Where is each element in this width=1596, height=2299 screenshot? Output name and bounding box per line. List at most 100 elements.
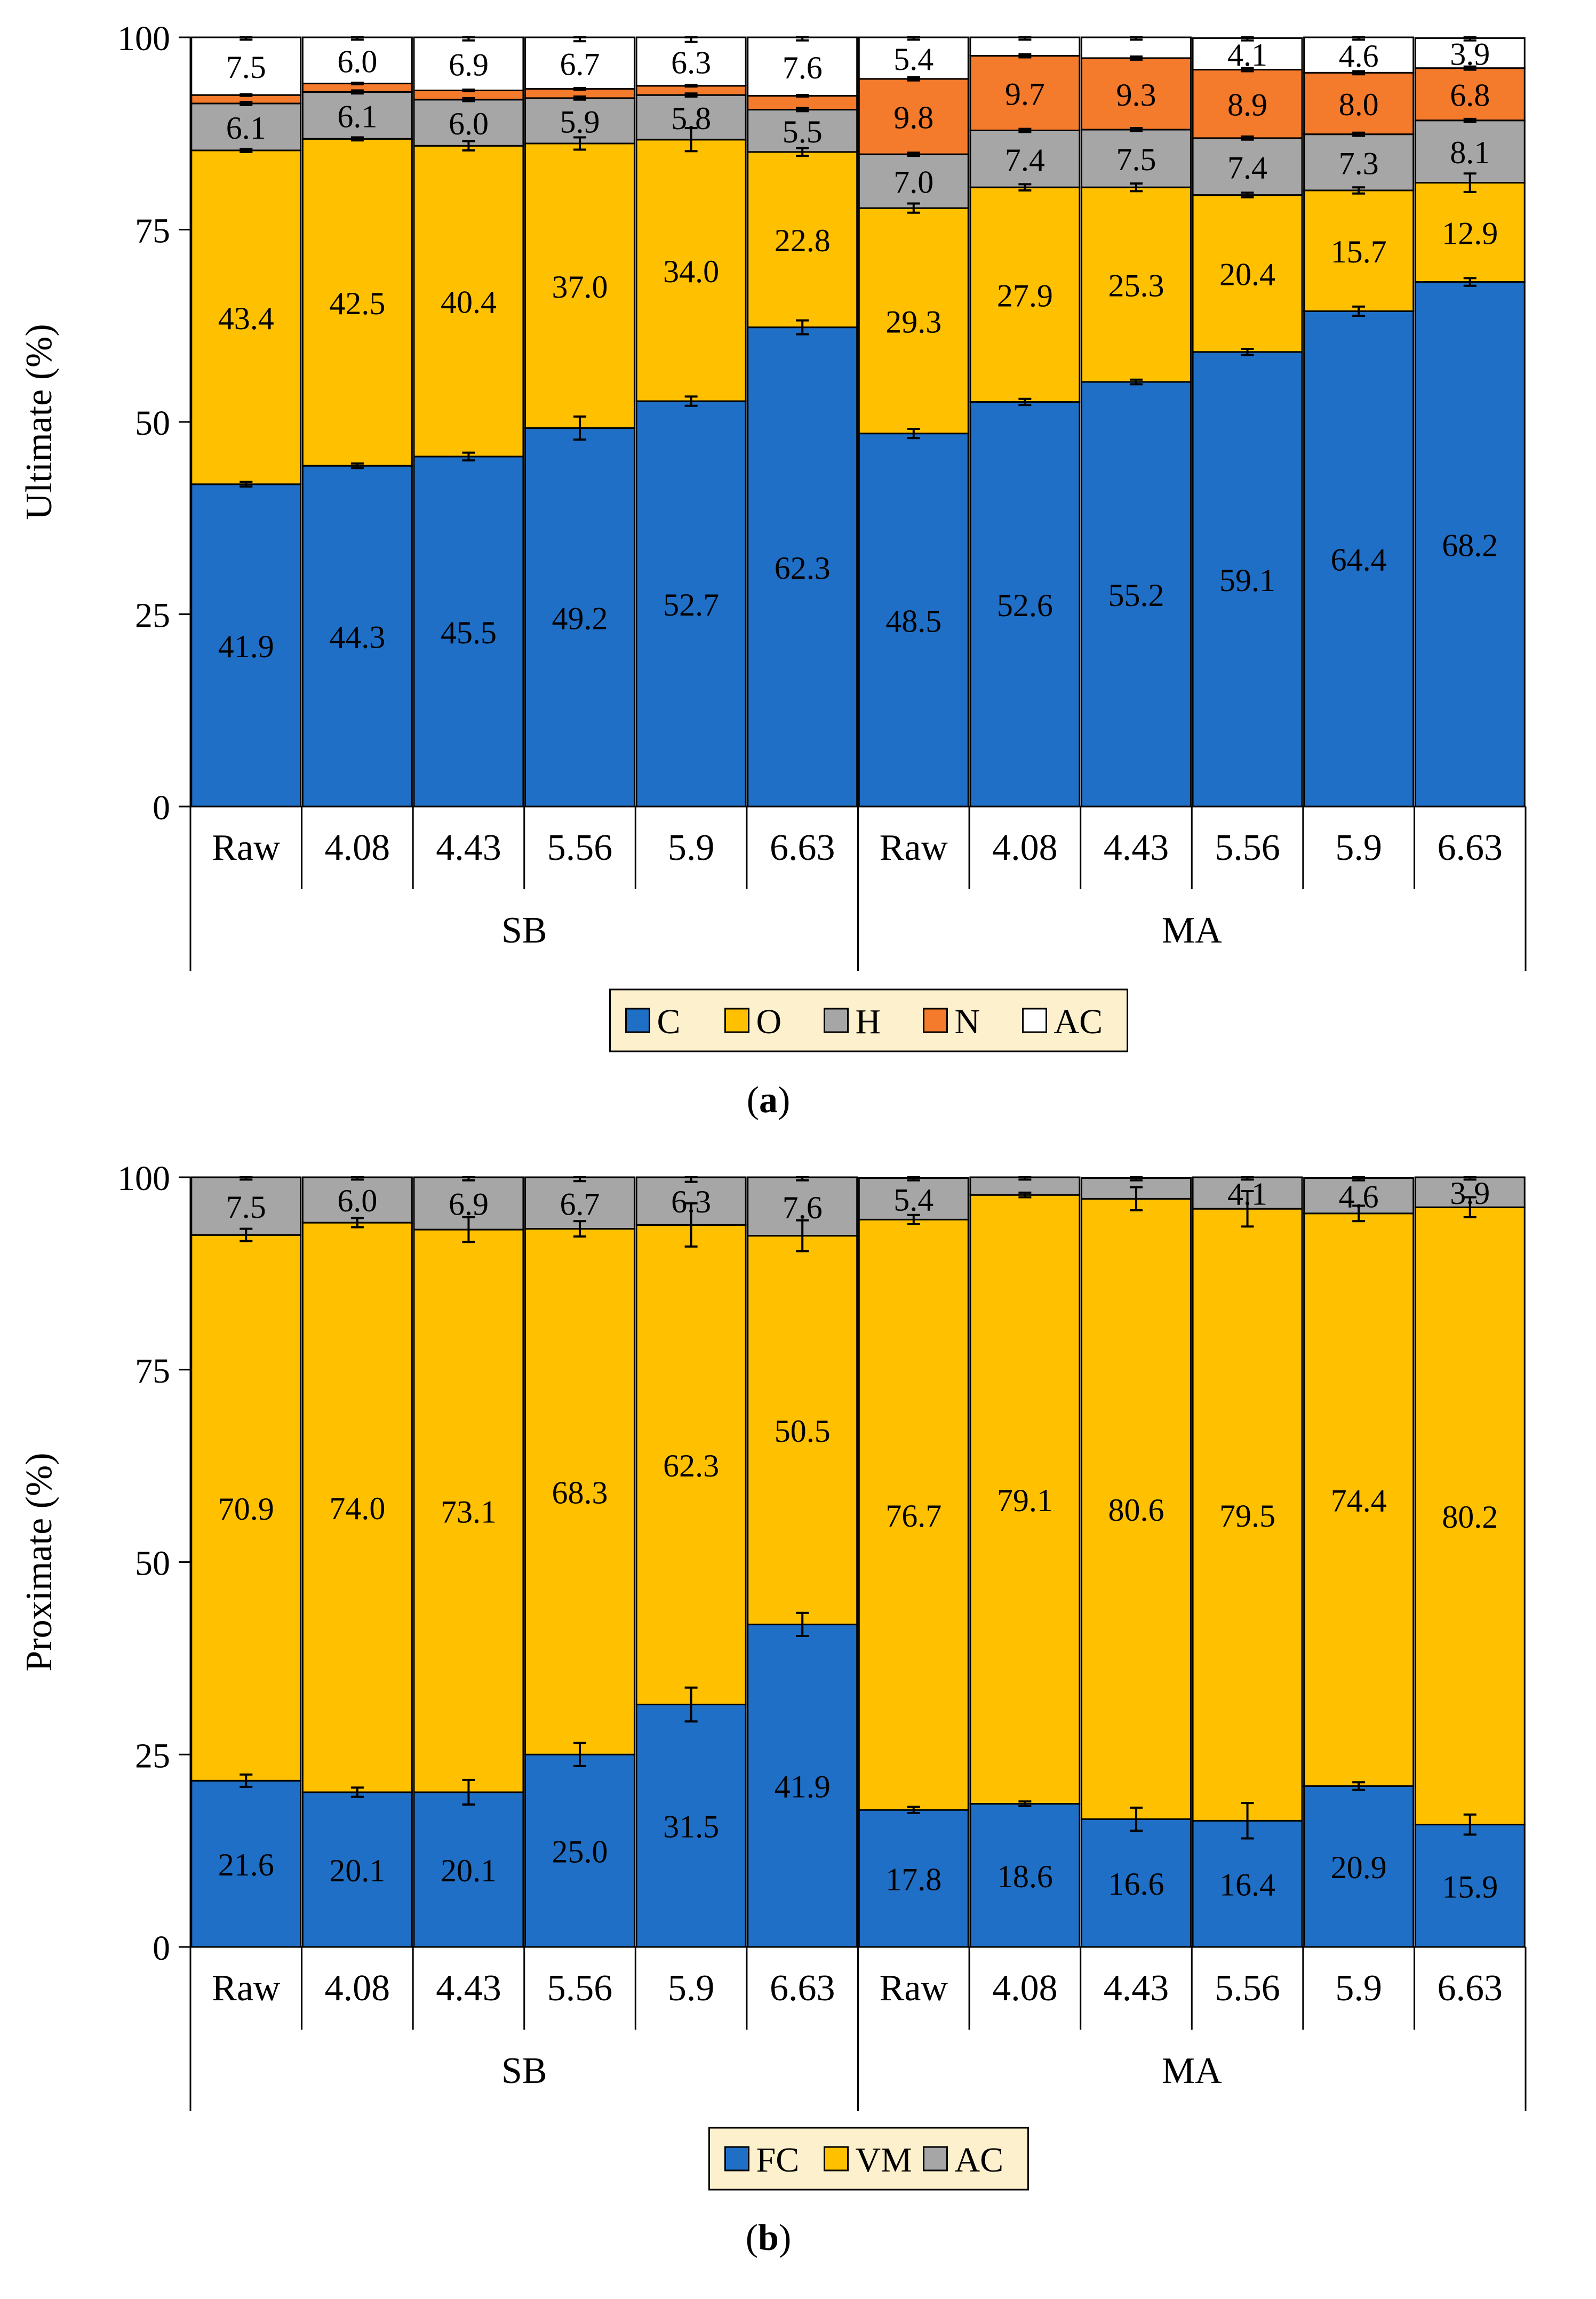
bar-vm-segment: [1303, 1212, 1415, 1787]
data-label-h: 5.9: [560, 104, 600, 139]
bar-fc-segment: [858, 1809, 969, 1948]
data-label-h: 7.4: [1227, 150, 1267, 185]
data-label-vm: 50.5: [775, 1414, 831, 1449]
data-label-ac: 5.4: [893, 1182, 933, 1217]
bar-c-segment: [1303, 310, 1415, 808]
data-label-ac: 5.4: [893, 42, 933, 77]
legend-swatch-c: [625, 1008, 650, 1033]
bar-h-segment: [524, 97, 636, 145]
data-label-o: 25.3: [1108, 268, 1164, 304]
data-label-c: 45.5: [441, 615, 497, 650]
bar-c-segment: [635, 400, 747, 808]
bar-fc-segment: [190, 1779, 302, 1948]
bar-c-segment: [747, 326, 858, 808]
bar-n-segment: [1192, 69, 1303, 139]
data-label-c: 55.2: [1108, 578, 1164, 613]
bar-h-segment: [969, 129, 1081, 188]
bar-vm-segment: [413, 1228, 524, 1793]
x-tick-label: 5.9: [1335, 1968, 1382, 2009]
data-label-ac: 4.1: [1227, 1177, 1267, 1212]
panel-caption: (b): [746, 2217, 792, 2258]
legend-swatch-fc: [724, 2146, 749, 2172]
bar-fc-segment: [1080, 1818, 1192, 1948]
bar-ac-segment: [969, 36, 1081, 57]
legend-label-c: C: [657, 1002, 681, 1041]
bar-o-segment: [969, 186, 1081, 403]
bar-vm-segment: [301, 1222, 413, 1793]
bar-ac-segment: [858, 36, 969, 80]
data-label-h: 8.1: [1450, 135, 1490, 170]
x-tick-label: 5.56: [547, 1968, 613, 2009]
legend-label-ac: AC: [955, 2141, 1004, 2180]
bar-c-segment: [301, 465, 413, 808]
data-label-c: 52.6: [997, 588, 1053, 623]
x-tick-label: 5.9: [1335, 827, 1382, 868]
x-tick-label: 5.56: [547, 827, 613, 868]
bar-vm-segment: [969, 1194, 1081, 1805]
x-tick-label: 5.9: [668, 827, 715, 868]
data-label-fc: 20.1: [441, 1853, 497, 1888]
x-tick-label: Raw: [880, 1968, 948, 2009]
x-tick-label: Raw: [212, 1968, 281, 2009]
data-label-vm: 74.4: [1331, 1483, 1387, 1519]
bar-fc-segment: [1192, 1819, 1303, 1948]
legend-label-ac: AC: [1054, 1002, 1103, 1041]
data-label-ac: 7.6: [783, 1190, 823, 1225]
data-label-ac: 6.3: [671, 45, 711, 80]
bar-o-segment: [1303, 189, 1415, 312]
data-label-fc: 20.1: [329, 1853, 385, 1888]
data-label-c: 49.2: [552, 601, 608, 636]
data-label-vm: 73.1: [441, 1495, 497, 1530]
x-tick-label: 4.43: [436, 1968, 501, 2009]
legend: FC VM AC: [708, 2127, 1029, 2191]
x-tick-label: 4.43: [1104, 827, 1169, 868]
data-label-ac: 4.6: [1339, 38, 1379, 74]
bar-ac-segment: [1303, 36, 1415, 74]
panel-a-ultimate-chart: 0 25 50 75 100 Ultimate (%) 41.9 44.3 45.5 49.2 52…: [19, 19, 1527, 1121]
x-tick-label: Raw: [212, 827, 281, 868]
data-label-c: 52.7: [663, 587, 719, 622]
bar-fc-segment: [635, 1703, 747, 1948]
y-axis-title: Proximate (%): [19, 1452, 60, 1671]
bar-h-segment: [190, 102, 302, 151]
bar-fc-segment: [747, 1623, 858, 1948]
bar-o-segment: [524, 142, 636, 429]
data-label-o: 12.9: [1442, 216, 1498, 251]
x-group-label: MA: [1162, 2050, 1222, 2092]
data-label-fc: 16.6: [1108, 1866, 1164, 1902]
data-label-h: 6.1: [226, 110, 266, 146]
y-tick-label: 75: [135, 1352, 170, 1391]
bar-vm-segment: [635, 1224, 747, 1705]
x-tick-label: 5.56: [1215, 1968, 1280, 2009]
y-tick-label: 50: [135, 404, 170, 443]
bar-h-segment: [1303, 133, 1415, 191]
bar-c-segment: [858, 433, 969, 808]
bar-c-segment: [969, 401, 1081, 808]
legend-label-o: O: [756, 1002, 782, 1041]
data-label-o: 37.0: [552, 269, 608, 305]
data-label-fc: 25.0: [552, 1834, 608, 1870]
data-label-h: 7.0: [893, 165, 933, 200]
data-label-h: 7.4: [1005, 142, 1045, 178]
data-label-o: 42.5: [329, 286, 385, 321]
y-tick-label: 75: [135, 212, 170, 251]
x-tick-label: 4.43: [436, 827, 501, 868]
bar-h-segment: [301, 91, 413, 140]
bar-vm-segment: [190, 1234, 302, 1782]
bar-fc-segment: [1303, 1785, 1415, 1948]
bar-ac-segment: [1414, 37, 1526, 69]
data-label-ac: 4.1: [1227, 37, 1267, 73]
data-label-ac: 6.9: [449, 47, 489, 83]
bar-fc-segment: [1414, 1824, 1526, 1948]
data-label-ac: 6.0: [337, 44, 377, 79]
bar-ac-segment: [413, 36, 524, 91]
bar-ac-segment: [747, 36, 858, 97]
x-tick-label: 4.08: [992, 827, 1058, 868]
bar-vm-segment: [1414, 1206, 1526, 1826]
y-tick-label: 0: [153, 1929, 170, 1968]
x-group-label: SB: [501, 910, 547, 951]
y-tick-label: 0: [153, 788, 170, 827]
data-label-h: 6.0: [449, 106, 489, 141]
data-label-n: 9.3: [1116, 77, 1156, 113]
legend-swatch-ac: [1022, 1008, 1047, 1033]
